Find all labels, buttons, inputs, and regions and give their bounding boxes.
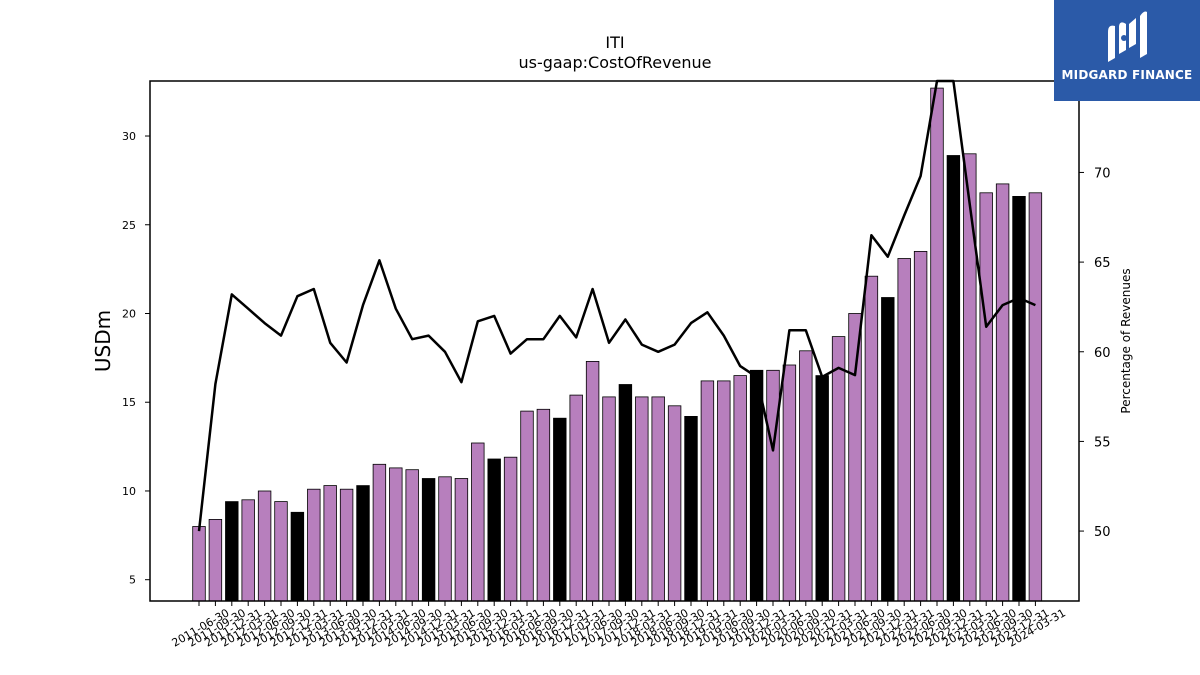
bar-2016-03-31 <box>503 456 518 602</box>
bar-2013-09-30 <box>339 488 354 602</box>
y-tick-label: 25 <box>122 219 136 232</box>
bar-2017-12-31 <box>618 384 633 602</box>
bar-2013-12-31 <box>356 485 370 602</box>
bar-2019-06-30 <box>717 380 731 602</box>
bar-2020-03-31 <box>766 369 780 602</box>
y2-tick-label: 50 <box>1094 525 1111 540</box>
bar-2016-06-30 <box>520 410 534 602</box>
bar-2020-06-30 <box>782 364 797 602</box>
y-tick-label: 10 <box>122 485 136 498</box>
bar-2019-09-30 <box>733 375 747 602</box>
bar-2023-12-31 <box>1012 195 1026 602</box>
bar-2013-03-31 <box>307 488 321 602</box>
bar-2022-06-30 <box>913 250 928 602</box>
bar-2023-09-30 <box>995 183 1010 602</box>
bar-2012-03-31 <box>241 499 255 602</box>
y2-tick-label: 55 <box>1094 435 1111 450</box>
bar-2012-06-30 <box>257 490 272 602</box>
bar-2024-03-31 <box>1028 192 1043 602</box>
bar-2017-03-31 <box>569 394 583 602</box>
y2-tick-label: 65 <box>1094 256 1111 271</box>
bar-2023-06-30 <box>979 192 993 602</box>
bar-2015-03-31 <box>438 476 452 602</box>
bar-2019-03-31 <box>700 380 715 602</box>
y-axis-label: USDm <box>91 310 115 372</box>
bar-2016-09-30 <box>536 408 551 602</box>
bar-2018-09-30 <box>667 405 682 602</box>
bar-series <box>192 87 1043 602</box>
bar-2014-09-30 <box>405 469 419 602</box>
bar-2018-06-30 <box>651 396 665 602</box>
bar-2013-06-30 <box>323 485 337 602</box>
plot-frame <box>149 80 1080 602</box>
y-tick-label: 15 <box>122 396 136 409</box>
bar-2017-09-30 <box>602 396 616 602</box>
y-tick-label: 5 <box>129 574 136 587</box>
bar-2012-09-30 <box>274 501 288 602</box>
axis-ticks: 5101520253050556065702011-06-302011-09-3… <box>122 130 1111 650</box>
bar-2022-12-31 <box>946 155 961 602</box>
y2-tick-label: 60 <box>1094 346 1111 361</box>
bar-2015-12-31 <box>487 458 501 602</box>
bar-2021-12-31 <box>881 297 895 602</box>
bar-2011-06-30 <box>192 526 206 602</box>
bar-2015-09-30 <box>471 442 485 602</box>
bar-2021-03-31 <box>831 336 846 602</box>
bar-2016-12-31 <box>553 417 567 602</box>
bar-2023-03-31 <box>963 153 977 602</box>
bar-2021-09-30 <box>864 275 879 602</box>
bar-2017-06-30 <box>585 360 600 602</box>
bar-2012-12-31 <box>290 511 305 602</box>
bar-2022-03-31 <box>897 258 911 602</box>
bar-2014-12-31 <box>421 478 436 602</box>
bar-2011-12-31 <box>225 501 239 602</box>
bar-2022-09-30 <box>930 87 944 602</box>
bar-2021-06-30 <box>848 313 862 602</box>
percentage-line <box>197 79 1036 532</box>
y-tick-label: 30 <box>122 130 136 143</box>
bar-2011-09-30 <box>208 519 223 602</box>
y2-axis-label: Percentage of Revenues <box>1119 268 1133 413</box>
bar-2018-12-31 <box>684 415 698 602</box>
logo-text: MIDGARD FINANCE <box>1061 68 1193 82</box>
chart-title: ITI <box>605 33 624 52</box>
logo-icon <box>1108 11 1147 63</box>
chart-subtitle: us-gaap:CostOfRevenue <box>518 53 711 72</box>
bar-2019-12-31 <box>749 369 764 602</box>
bar-2015-06-30 <box>454 478 469 602</box>
brand-logo: MIDGARD FINANCE <box>1054 0 1200 101</box>
bar-2020-12-31 <box>815 375 829 602</box>
bar-2020-09-30 <box>799 350 813 602</box>
y2-tick-label: 70 <box>1094 166 1111 181</box>
bar-2014-06-30 <box>389 467 403 602</box>
bar-2014-03-31 <box>372 463 387 602</box>
y-tick-label: 20 <box>122 307 136 320</box>
bar-2018-03-31 <box>635 396 649 602</box>
